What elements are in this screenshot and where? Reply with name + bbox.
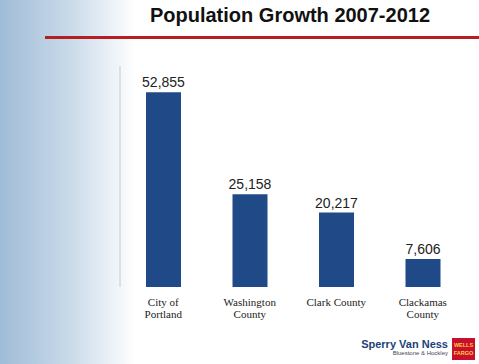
svg-text:20,217: 20,217 <box>315 195 358 211</box>
html-text:Sperry Van Ness: Sperry Van Ness <box>361 338 448 350</box>
svg-text:WashingtonCounty: WashingtonCounty <box>224 296 277 320</box>
svg-text:ClackamasCounty: ClackamasCounty <box>399 296 447 320</box>
svg-text:Clark County: Clark County <box>306 296 366 308</box>
html-text:FARGO: FARGO <box>453 350 474 356</box>
svg-text:52,855: 52,855 <box>142 74 185 90</box>
svg-text:7,606: 7,606 <box>405 241 440 257</box>
html-text:WELLS: WELLS <box>453 342 474 348</box>
html-text:Population Growth 2007-2012: Population Growth 2007-2012 <box>150 4 430 26</box>
svg-text:City ofPortland: City ofPortland <box>145 296 183 320</box>
html-text:Bluestone & Hockley: Bluestone & Hockley <box>392 350 448 356</box>
svg-text:25,158: 25,158 <box>229 176 272 192</box>
